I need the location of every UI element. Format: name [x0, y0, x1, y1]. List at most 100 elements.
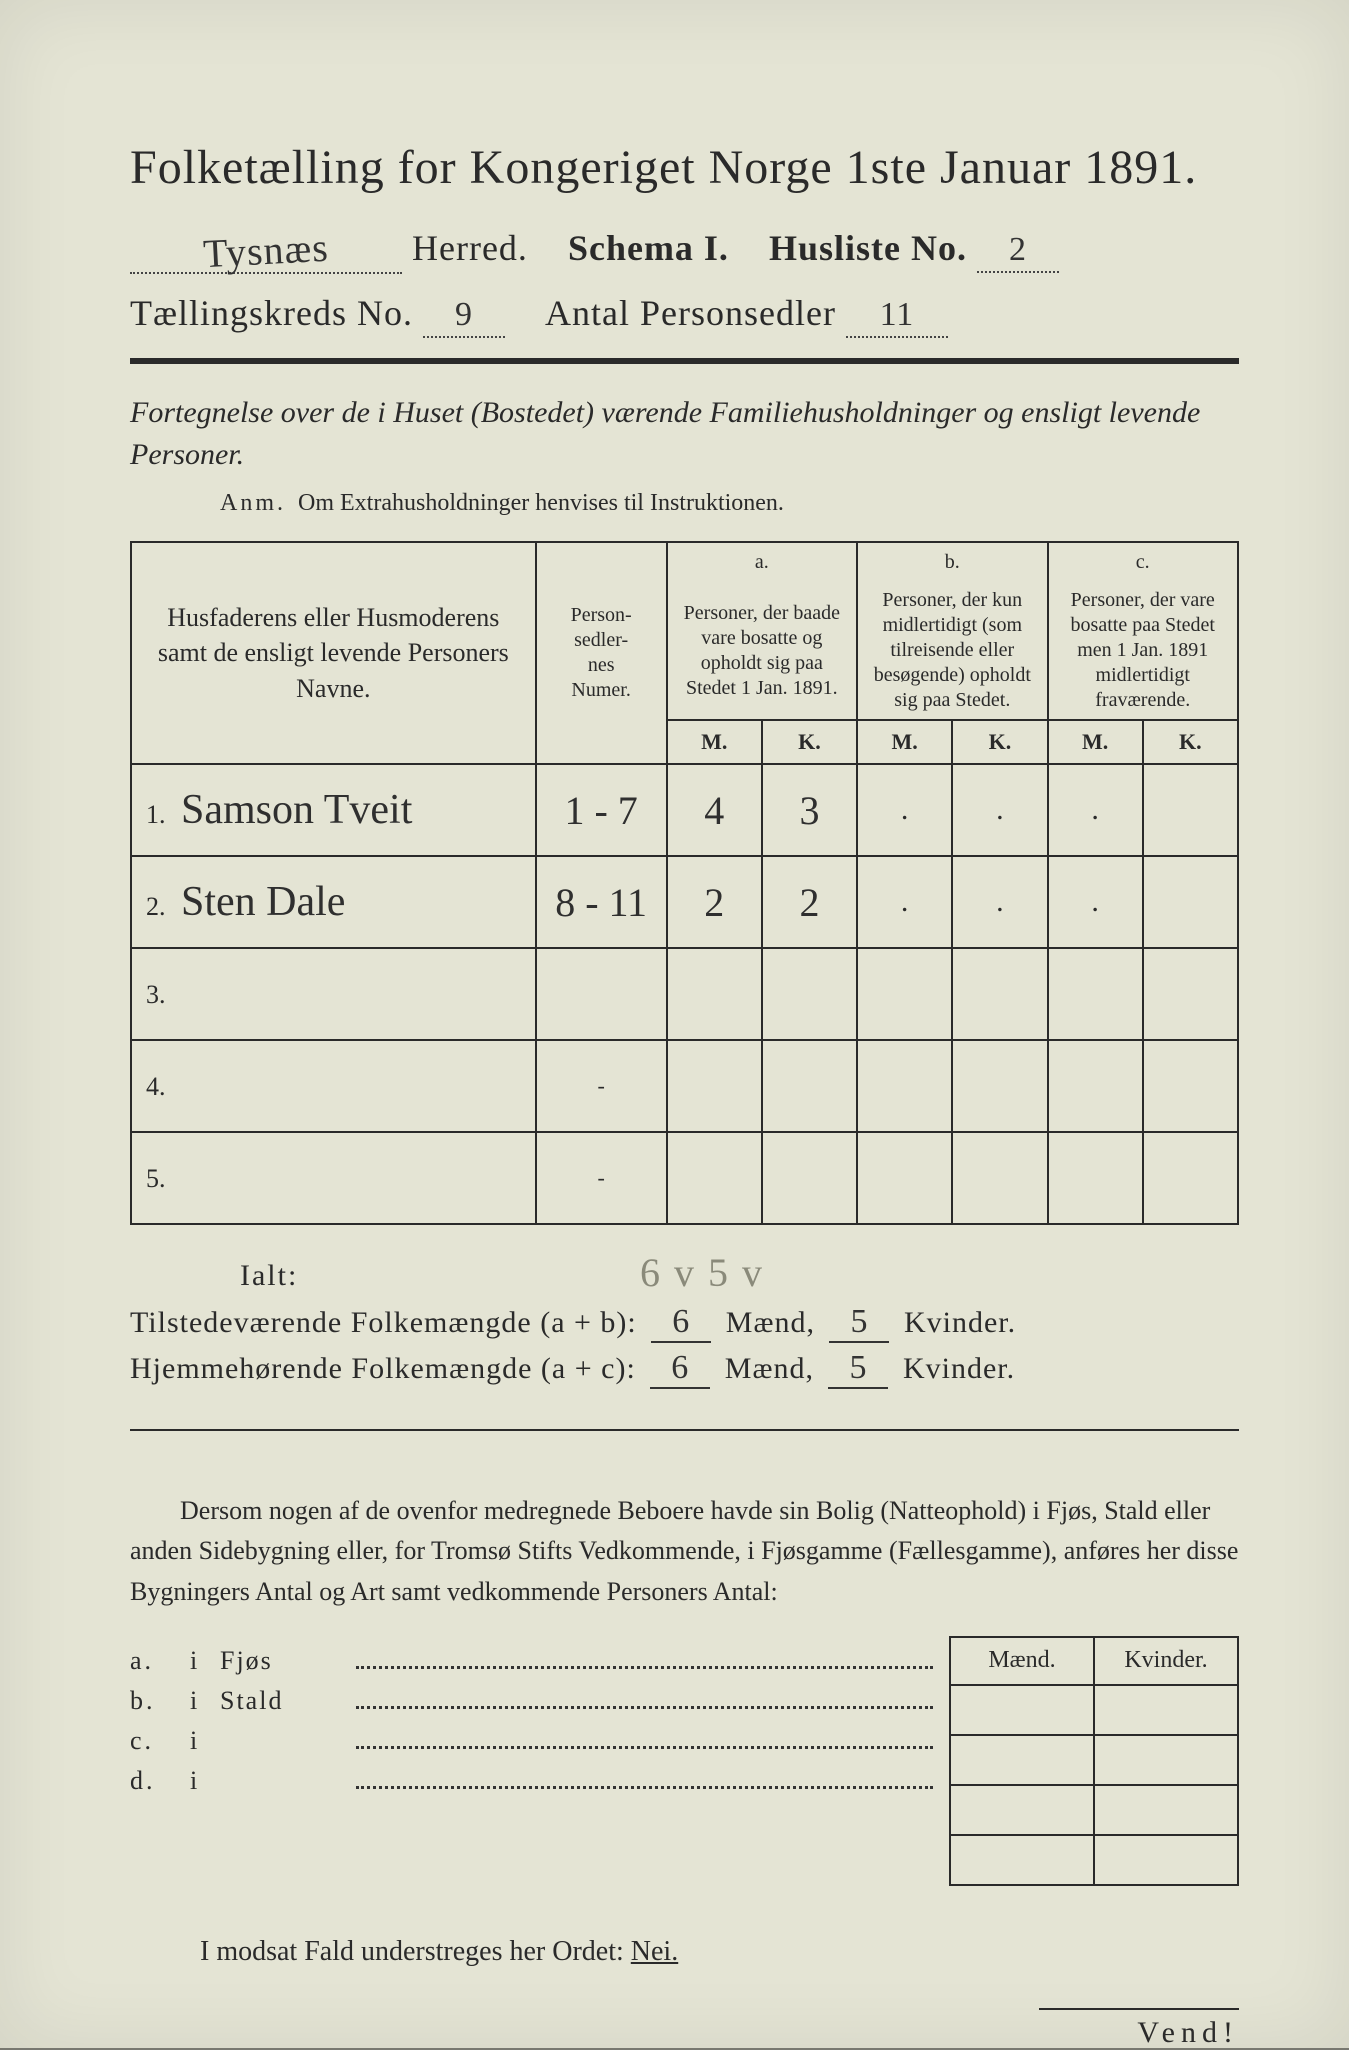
row-name: Sten Dale	[181, 879, 345, 925]
row-num: 5.	[146, 1164, 166, 1193]
census-page: Folketælling for Kongeriget Norge 1ste J…	[0, 0, 1349, 2048]
herred-value: Tysnæs	[202, 224, 330, 278]
col-c: Personer, der vare bosatte paa Stedet me…	[1048, 582, 1239, 720]
personsedler-val: 11	[880, 296, 915, 333]
anm-text: Om Extrahusholdninger henvises til Instr…	[298, 490, 784, 516]
maend-label: Mænd,	[725, 1352, 814, 1385]
divider-mid	[130, 1429, 1239, 1431]
bg-i: i	[190, 1686, 220, 1716]
col-b: Personer, der kun midlertidigt (som tilr…	[857, 582, 1047, 720]
col-c-letter: c.	[1048, 542, 1239, 582]
nei-line: I modsat Fald understreges her Ordet: Ne…	[130, 1936, 1239, 1968]
bottom-left: a. i Fjøs b. i Stald c. i d. i	[130, 1636, 939, 1806]
bg-a: b.	[130, 1686, 190, 1716]
row-aM: 4	[704, 788, 724, 833]
row-name: Samson Tveit	[181, 787, 412, 833]
explain-paragraph: Dersom nogen af de ovenfor medregnede Be…	[130, 1491, 1239, 1612]
bg-dots	[356, 1665, 933, 1669]
subheader: Fortegnelse over de i Huset (Bostedet) v…	[130, 392, 1239, 476]
bg-row: d. i	[130, 1766, 939, 1796]
header-line-kreds: Tællingskreds No. 9 Antal Personsedler 1…	[130, 292, 1239, 338]
bg-a: c.	[130, 1726, 190, 1756]
col-names: Husfaderens eller Husmoderens samt de en…	[131, 542, 536, 764]
bg-w: Fjøs	[220, 1646, 350, 1676]
table-row: 2. Sten Dale 8 - 11 2 2 . . .	[131, 856, 1238, 948]
bg-row: a. i Fjøs	[130, 1646, 939, 1676]
col-a-letter: a.	[667, 542, 857, 582]
mk-table: Mænd. Kvinder.	[949, 1636, 1239, 1886]
table-row: 4. -	[131, 1040, 1238, 1132]
ialt-label: Ialt: 6 v 5 v	[240, 1259, 1239, 1293]
bg-i: i	[190, 1726, 220, 1756]
col-numer: Person- sedler- nes Numer.	[536, 542, 667, 764]
row-numer: 1 - 7	[564, 788, 637, 833]
table-body: 1. Samson Tveit 1 - 7 4 3 . . . 2. Sten …	[131, 764, 1238, 1224]
bg-row: c. i	[130, 1726, 939, 1756]
mk-k: Kvinder.	[1094, 1637, 1238, 1685]
kreds-no: 9	[455, 296, 473, 333]
kvinder-label: Kvinder.	[904, 1306, 1016, 1339]
row-numer: 8 - 11	[555, 880, 647, 925]
row-aM: 2	[704, 880, 724, 925]
mk-m: Mænd.	[950, 1637, 1094, 1685]
col-b-letter: b.	[857, 542, 1047, 582]
sum-ab: Tilstedeværende Folkemængde (a + b): 6 M…	[130, 1303, 1239, 1343]
table-row: 1. Samson Tveit 1 - 7 4 3 . . .	[131, 764, 1238, 856]
anm-line: Anm. Om Extrahusholdninger henvises til …	[220, 490, 1239, 517]
row-numer: -	[536, 1040, 667, 1132]
sum-ab-k: 5	[850, 1303, 868, 1340]
row-bM: .	[901, 885, 909, 918]
husliste-no: 2	[1009, 231, 1027, 268]
nei-pre: I modsat Fald understreges her Ordet:	[200, 1936, 631, 1967]
sum-ac-m: 6	[671, 1349, 689, 1386]
row-bK: .	[996, 793, 1004, 826]
header-line-herred: Tysnæs Herred. Schema I. Husliste No. 2	[130, 223, 1239, 274]
nei-word: Nei.	[631, 1936, 678, 1967]
sum-ac: Hjemmehørende Folkemængde (a + c): 6 Mæn…	[130, 1349, 1239, 1389]
ialt-text: Ialt:	[240, 1259, 298, 1292]
table-row: 3.	[131, 948, 1238, 1040]
maend-label: Mænd,	[726, 1306, 815, 1339]
row-numer	[536, 948, 667, 1040]
sum-ab-label: Tilstedeværende Folkemængde (a + b):	[130, 1306, 637, 1339]
row-num: 3.	[146, 980, 166, 1009]
bottom-grid: a. i Fjøs b. i Stald c. i d. i	[130, 1636, 1239, 1886]
col-a: Personer, der baade vare bosatte og opho…	[667, 582, 857, 720]
bg-row: b. i Stald	[130, 1686, 939, 1716]
col-a-k: K.	[762, 720, 857, 764]
page-title: Folketælling for Kongeriget Norge 1ste J…	[130, 140, 1239, 195]
personsedler-label: Antal Personsedler	[545, 292, 836, 334]
sum-ab-m: 6	[672, 1303, 690, 1340]
row-bK: .	[996, 885, 1004, 918]
row-bM: .	[901, 793, 909, 826]
row-num: 4.	[146, 1072, 166, 1101]
sum-ac-k: 5	[849, 1349, 867, 1386]
bg-a: a.	[130, 1646, 190, 1676]
col-b-k: K.	[952, 720, 1047, 764]
table-row: 5. -	[131, 1132, 1238, 1224]
row-num: 2.	[146, 892, 166, 921]
row-aK: 2	[799, 880, 819, 925]
row-cM: .	[1091, 793, 1099, 826]
bg-i: i	[190, 1766, 220, 1796]
row-num: 1.	[146, 800, 166, 829]
bg-w: Stald	[220, 1686, 350, 1716]
row-cM: .	[1091, 885, 1099, 918]
anm-label: Anm.	[220, 490, 286, 516]
col-c-k: K.	[1143, 720, 1238, 764]
divider	[130, 358, 1239, 364]
col-c-m: M.	[1048, 720, 1143, 764]
col-b-m: M.	[857, 720, 952, 764]
kvinder-label: Kvinder.	[903, 1352, 1015, 1385]
schema-label: Schema I.	[568, 227, 729, 269]
herred-label: Herred.	[412, 227, 528, 269]
main-table: Husfaderens eller Husmoderens samt de en…	[130, 541, 1239, 1225]
bg-dots	[356, 1705, 933, 1709]
bg-dots	[356, 1745, 933, 1749]
row-numer: -	[536, 1132, 667, 1224]
vend: Vend!	[1039, 2008, 1239, 2050]
col-a-m: M.	[667, 720, 762, 764]
kreds-label: Tællingskreds No.	[130, 292, 413, 334]
bg-dots	[356, 1785, 933, 1789]
sum-ac-label: Hjemmehørende Folkemængde (a + c):	[130, 1352, 636, 1385]
